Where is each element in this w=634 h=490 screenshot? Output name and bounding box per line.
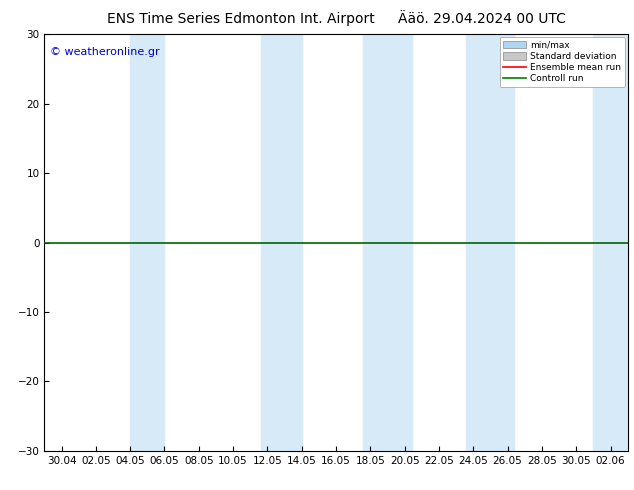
Text: © weatheronline.gr: © weatheronline.gr <box>50 47 160 57</box>
Bar <box>593 34 634 451</box>
Legend: min/max, Standard deviation, Ensemble mean run, Controll run: min/max, Standard deviation, Ensemble me… <box>500 37 625 87</box>
Bar <box>130 34 164 451</box>
Bar <box>261 34 302 451</box>
Text: Ääö. 29.04.2024 00 UTC: Ääö. 29.04.2024 00 UTC <box>398 12 566 26</box>
Bar <box>363 34 411 451</box>
Bar <box>467 34 514 451</box>
Text: ENS Time Series Edmonton Int. Airport: ENS Time Series Edmonton Int. Airport <box>107 12 375 26</box>
